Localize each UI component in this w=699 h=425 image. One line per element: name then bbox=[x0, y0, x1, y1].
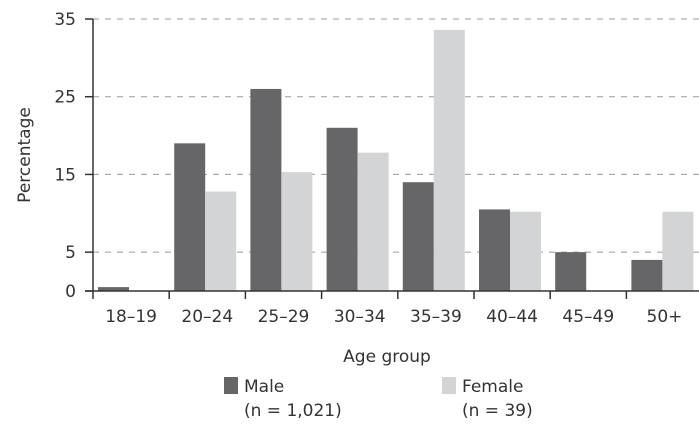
x-axis-title: Age group bbox=[343, 347, 431, 367]
bar-female bbox=[357, 152, 389, 291]
bar-male bbox=[479, 209, 510, 291]
y-tick-label: 25 bbox=[54, 88, 76, 108]
x-tick-label: 50+ bbox=[647, 307, 683, 327]
bars bbox=[98, 29, 694, 291]
y-axis-title: Percentage bbox=[15, 107, 35, 203]
y-tick-label: 35 bbox=[54, 10, 76, 30]
bar-male bbox=[98, 287, 129, 291]
x-tick-label: 25–29 bbox=[258, 307, 310, 327]
legend-swatch-male bbox=[224, 377, 238, 394]
x-tick-label: 45–49 bbox=[562, 307, 614, 327]
legend: Male (n = 1,021) Female (n = 39) bbox=[224, 377, 533, 421]
bar-female bbox=[281, 172, 313, 291]
tick-labels: 0 5 15 25 35 18–19 20–24 25–29 30–34 35–39 40–44 45… bbox=[54, 10, 682, 327]
bar-male bbox=[250, 88, 282, 291]
bar-female bbox=[433, 29, 465, 291]
bar-male bbox=[402, 182, 434, 291]
legend-label-female: Female bbox=[462, 377, 523, 397]
x-tick-label: 40–44 bbox=[486, 307, 538, 327]
legend-label-male: Male bbox=[244, 377, 284, 397]
y-tick-label: 15 bbox=[54, 165, 76, 185]
bar-male bbox=[631, 259, 663, 291]
x-tick-label: 18–19 bbox=[105, 307, 157, 327]
y-tick-label: 5 bbox=[65, 243, 76, 263]
x-tick-label: 20–24 bbox=[181, 307, 233, 327]
bar-male bbox=[326, 127, 358, 291]
legend-swatch-female bbox=[442, 377, 456, 394]
bar-female bbox=[662, 211, 694, 291]
axes bbox=[85, 18, 699, 299]
bar-male bbox=[174, 143, 206, 291]
bar-male bbox=[555, 252, 587, 291]
x-tick-label: 35–39 bbox=[410, 307, 462, 327]
legend-note-female: (n = 39) bbox=[462, 401, 533, 421]
bar-female bbox=[510, 211, 541, 291]
y-tick-label: 0 bbox=[65, 282, 76, 302]
x-tick-label: 30–34 bbox=[334, 307, 386, 327]
bar-female bbox=[205, 191, 237, 291]
legend-note-male: (n = 1,021) bbox=[244, 401, 342, 421]
